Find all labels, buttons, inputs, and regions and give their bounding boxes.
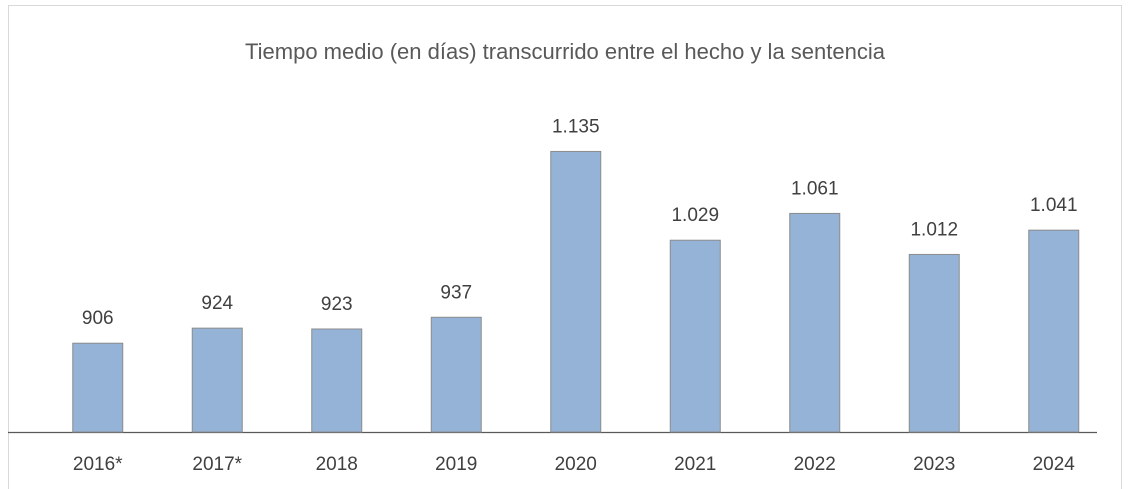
bar — [191, 327, 243, 433]
chart-title: Tiempo medio (en días) transcurrido entr… — [245, 39, 886, 64]
chart-frame — [8, 5, 1122, 489]
data-label: 1.029 — [671, 205, 719, 226]
x-tick-label: 2017* — [192, 454, 242, 475]
data-label: 906 — [82, 308, 114, 329]
x-tick-label: 2021 — [674, 454, 716, 475]
bar — [72, 342, 124, 433]
x-tick-label: 2016* — [73, 454, 123, 475]
bar — [908, 253, 960, 433]
bar — [1028, 229, 1080, 433]
bar — [430, 316, 482, 433]
x-tick-label: 2023 — [913, 454, 955, 475]
bar — [789, 212, 841, 433]
x-tick-label: 2024 — [1033, 454, 1076, 475]
bar — [669, 239, 721, 433]
x-tick-label: 2022 — [794, 454, 836, 475]
data-label: 937 — [440, 282, 472, 303]
x-tick-label: 2020 — [555, 454, 597, 475]
data-label: 1.061 — [791, 178, 839, 199]
x-tick-label: 2019 — [435, 454, 477, 475]
x-tick-label: 2018 — [316, 454, 358, 475]
data-label: 923 — [321, 294, 353, 315]
data-label: 924 — [201, 293, 233, 314]
bar — [311, 328, 363, 433]
data-label: 1.012 — [910, 219, 958, 240]
bar — [550, 150, 602, 433]
data-label: 1.041 — [1030, 195, 1078, 216]
data-label: 1.135 — [552, 116, 600, 137]
